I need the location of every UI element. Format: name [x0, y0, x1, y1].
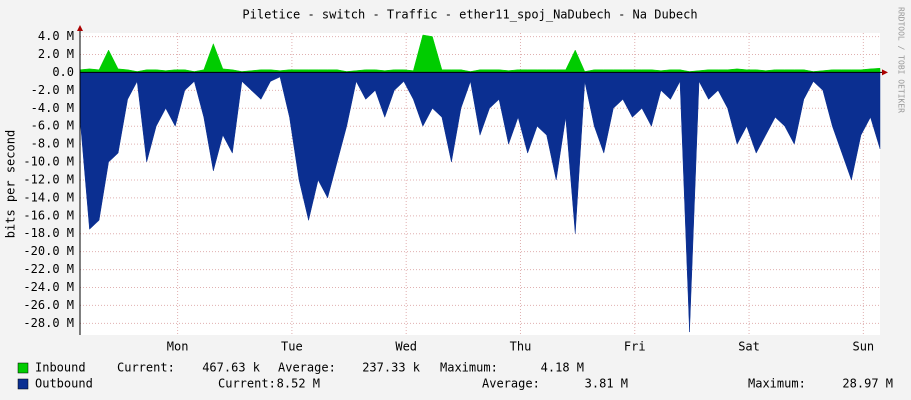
x-tick-label: Fri: [624, 340, 646, 354]
legend-stat-value: 3.81 M: [585, 377, 628, 391]
legend-label: Inbound: [35, 361, 86, 375]
y-tick-label: 0.0: [52, 65, 74, 79]
y-tick-label: -4.0 M: [31, 101, 74, 115]
area: [79, 72, 881, 333]
y-tick-label: -12.0 M: [23, 172, 74, 186]
legend-stat-label: Maximum:: [440, 361, 498, 375]
x-tick-label: Thu: [510, 340, 532, 354]
x-tick-label: Wed: [395, 340, 417, 354]
legend-stat-label: Average:: [482, 377, 540, 391]
arrow: [882, 69, 888, 76]
y-tick-label: -20.0 M: [23, 244, 74, 258]
legend-swatch: [17, 362, 29, 374]
y-tick-label: 4.0 M: [38, 29, 74, 43]
legend-stat-value: 4.18 M: [541, 361, 584, 375]
y-tick-label: -2.0 M: [31, 83, 74, 97]
x-tick-label: Sat: [738, 340, 760, 354]
y-axis-label: bits per second: [4, 130, 18, 238]
legend-stat-label: Current:: [218, 377, 276, 391]
y-tick-label: -16.0 M: [23, 208, 74, 222]
legend-stat-value: 8.52 M: [277, 377, 320, 391]
y-tick-label: -10.0 M: [23, 155, 74, 169]
y-tick-label: -28.0 M: [23, 316, 74, 330]
arrow: [77, 25, 83, 31]
y-tick-label: -22.0 M: [23, 262, 74, 276]
legend-stat-value: 28.97 M: [842, 377, 893, 391]
legend-swatch: [17, 378, 29, 390]
y-tick-label: -26.0 M: [23, 298, 74, 312]
y-tick-label: -24.0 M: [23, 280, 74, 294]
legend-stat-value: 467.63 k: [202, 361, 261, 375]
watermark: RRDTOOL / TOBI OETIKER: [897, 7, 906, 113]
y-tick-label: -18.0 M: [23, 226, 74, 240]
area: [79, 34, 881, 73]
y-tick-label: -14.0 M: [23, 190, 74, 204]
chart-title: Piletice - switch - Traffic - ether11_sp…: [242, 8, 697, 22]
legend-stat-value: 237.33 k: [362, 361, 421, 375]
x-tick-label: Tue: [281, 340, 303, 354]
legend-label: Outbound: [35, 377, 93, 391]
legend-stat-label: Maximum:: [748, 377, 806, 391]
y-tick-label: -6.0 M: [31, 119, 74, 133]
x-tick-label: Sun: [852, 340, 874, 354]
y-tick-label: -8.0 M: [31, 137, 74, 151]
y-tick-label: 2.0 M: [38, 47, 74, 61]
legend-stat-label: Current:: [117, 361, 175, 375]
legend-stat-label: Average:: [278, 361, 336, 375]
x-tick-label: Mon: [167, 340, 189, 354]
